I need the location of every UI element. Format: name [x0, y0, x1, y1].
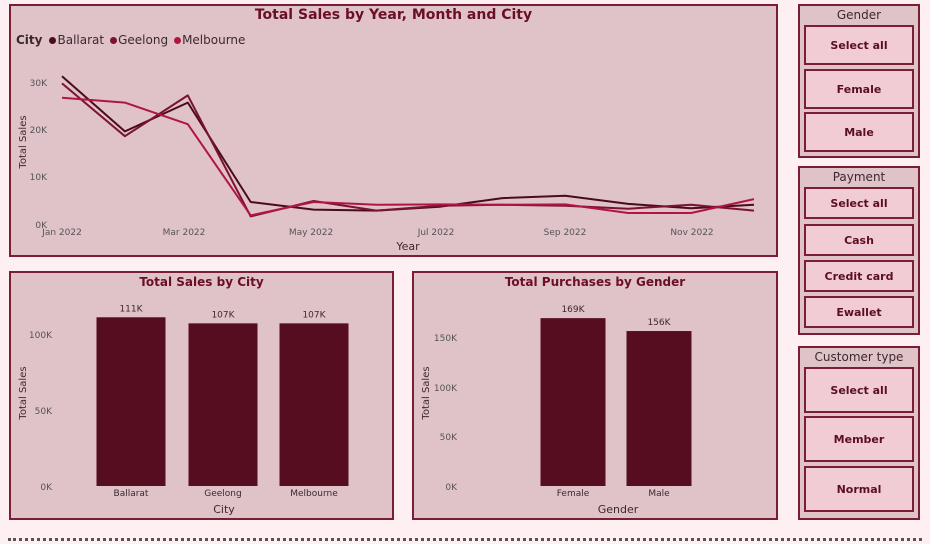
x-tick-label: Nov 2022 — [670, 228, 713, 238]
y-tick-label: 30K — [30, 79, 48, 89]
line-chart-title: Total Sales by Year, Month and City — [254, 7, 533, 23]
x-tick-label: Sep 2022 — [544, 228, 587, 238]
y-tick-label: 50K — [440, 433, 458, 443]
x-tick-label: Jul 2022 — [417, 228, 455, 238]
legend-label: Melbourne — [182, 33, 246, 47]
legend-title: City — [16, 33, 43, 47]
x-axis-title: City — [213, 503, 235, 516]
category-tick-label: Female — [557, 489, 590, 499]
gender-slicer-title: Gender — [836, 8, 882, 22]
line-chart-plot: 0K 10K 20K 30K Jan 2022 Mar 2022 May 202… — [18, 75, 755, 253]
legend-item-ballarat[interactable]: Ballarat — [49, 33, 104, 47]
customer-type-slicer-title: Customer type — [814, 350, 904, 364]
customer-type-option-member[interactable]: Member — [804, 416, 914, 462]
legend-label: Geelong — [118, 33, 169, 47]
legend-dot-icon — [49, 36, 57, 44]
payment-option-cash[interactable]: Cash — [804, 224, 914, 256]
bar-melbourne[interactable] — [279, 323, 349, 486]
category-tick-label: Ballarat — [114, 489, 149, 499]
x-tick-label: Mar 2022 — [163, 228, 206, 238]
y-tick-label: 100K — [29, 331, 53, 341]
gender-option-male[interactable]: Male — [804, 112, 914, 152]
payment-slicer-title: Payment — [832, 170, 886, 184]
payment-slicer: Payment Select all Cash Credit card Ewal… — [798, 166, 920, 335]
y-tick-label: 20K — [30, 126, 48, 136]
line-series-geelong[interactable] — [61, 82, 755, 218]
category-tick-label: Geelong — [204, 489, 241, 499]
x-tick-label: Jan 2022 — [41, 228, 82, 238]
payment-option-credit-card[interactable]: Credit card — [804, 260, 914, 292]
y-tick-label: 10K — [30, 173, 48, 183]
legend-label: Ballarat — [57, 33, 105, 47]
line-series-melbourne[interactable] — [61, 96, 755, 217]
bar-female[interactable] — [540, 318, 606, 486]
customer-type-option-normal[interactable]: Normal — [804, 466, 914, 512]
gender-option-female[interactable]: Female — [804, 69, 914, 109]
city-chart-title: Total Sales by City — [139, 275, 264, 289]
gender-chart-title: Total Purchases by Gender — [504, 275, 686, 289]
category-tick-label: Melbourne — [290, 489, 338, 499]
customer-type-slicer: Customer type Select all Member Normal — [798, 346, 920, 520]
y-axis-title: Total Sales — [18, 366, 29, 420]
bar-male[interactable] — [626, 331, 692, 486]
customer-type-option-select-all[interactable]: Select all — [804, 367, 914, 413]
x-axis-title: Gender — [598, 503, 639, 516]
bar-value-label: 169K — [561, 305, 585, 315]
bar-geelong[interactable] — [188, 323, 258, 486]
page-divider — [8, 538, 922, 541]
legend-dot-icon — [110, 36, 118, 44]
y-tick-label: 0K — [35, 221, 48, 231]
legend-item-melbourne[interactable]: Melbourne — [174, 33, 245, 47]
line-series-ballarat[interactable] — [61, 75, 755, 212]
gender-bar-chart: 0K 50K 100K 150K Gender Total Sales 169K… — [421, 305, 692, 516]
y-tick-label: 0K — [445, 483, 458, 493]
y-axis-title: Total Sales — [18, 115, 29, 169]
x-tick-label: May 2022 — [289, 228, 333, 238]
y-tick-label: 50K — [35, 407, 53, 417]
y-tick-label: 0K — [40, 483, 53, 493]
legend-dot-icon — [174, 36, 182, 44]
bar-value-label: 156K — [647, 318, 671, 328]
gender-slicer: Gender Select all Female Male — [798, 4, 920, 158]
gender-chart-panel: Total Purchases by Gender 0K 50K 100K 15… — [412, 271, 778, 520]
legend-item-geelong[interactable]: Geelong — [110, 33, 168, 47]
y-tick-label: 150K — [434, 334, 458, 344]
bar-value-label: 107K — [211, 310, 235, 320]
bar-ballarat[interactable] — [96, 317, 166, 486]
y-axis-title: Total Sales — [421, 366, 432, 420]
city-chart-panel: Total Sales by City 0K 50K 100K City Tot… — [9, 271, 394, 520]
x-axis-title: Year — [395, 240, 420, 253]
bar-value-label: 107K — [302, 310, 326, 320]
city-bar-chart: 0K 50K 100K City Total Sales 111K Ballara… — [18, 304, 349, 516]
line-chart-panel: Total Sales by Year, Month and City City… — [9, 4, 778, 257]
bar-value-label: 111K — [119, 304, 143, 314]
line-chart-legend[interactable]: City Ballarat Geelong Melbourne — [16, 33, 248, 47]
category-tick-label: Male — [648, 489, 670, 499]
payment-option-select-all[interactable]: Select all — [804, 187, 914, 219]
y-tick-label: 100K — [434, 384, 458, 394]
gender-option-select-all[interactable]: Select all — [804, 25, 914, 65]
payment-option-ewallet[interactable]: Ewallet — [804, 296, 914, 328]
